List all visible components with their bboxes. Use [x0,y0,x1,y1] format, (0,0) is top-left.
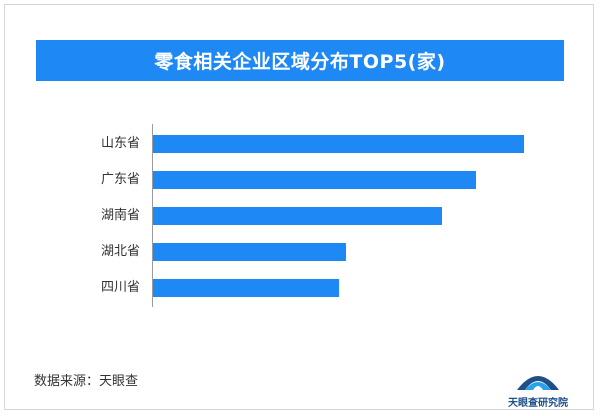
category-label: 广东省 [100,172,140,187]
logo-icon [517,376,559,390]
bar [153,135,524,153]
logo-text: 天眼查研究院 [508,398,568,409]
tianyancha-logo: 天眼查研究院 [503,356,573,409]
bar [153,279,339,297]
bar [153,207,442,225]
y-axis-line [152,124,153,307]
data-source-note: 数据来源：天眼查 [34,374,139,389]
category-label: 四川省 [100,280,140,295]
bar [153,171,476,189]
chart-title: 零食相关企业区域分布TOP5(家) [36,40,564,81]
category-label: 湖南省 [100,208,140,223]
category-label: 山东省 [100,136,140,151]
category-label: 湖北省 [100,244,140,259]
chart-frame [4,4,594,410]
bar [153,243,346,261]
